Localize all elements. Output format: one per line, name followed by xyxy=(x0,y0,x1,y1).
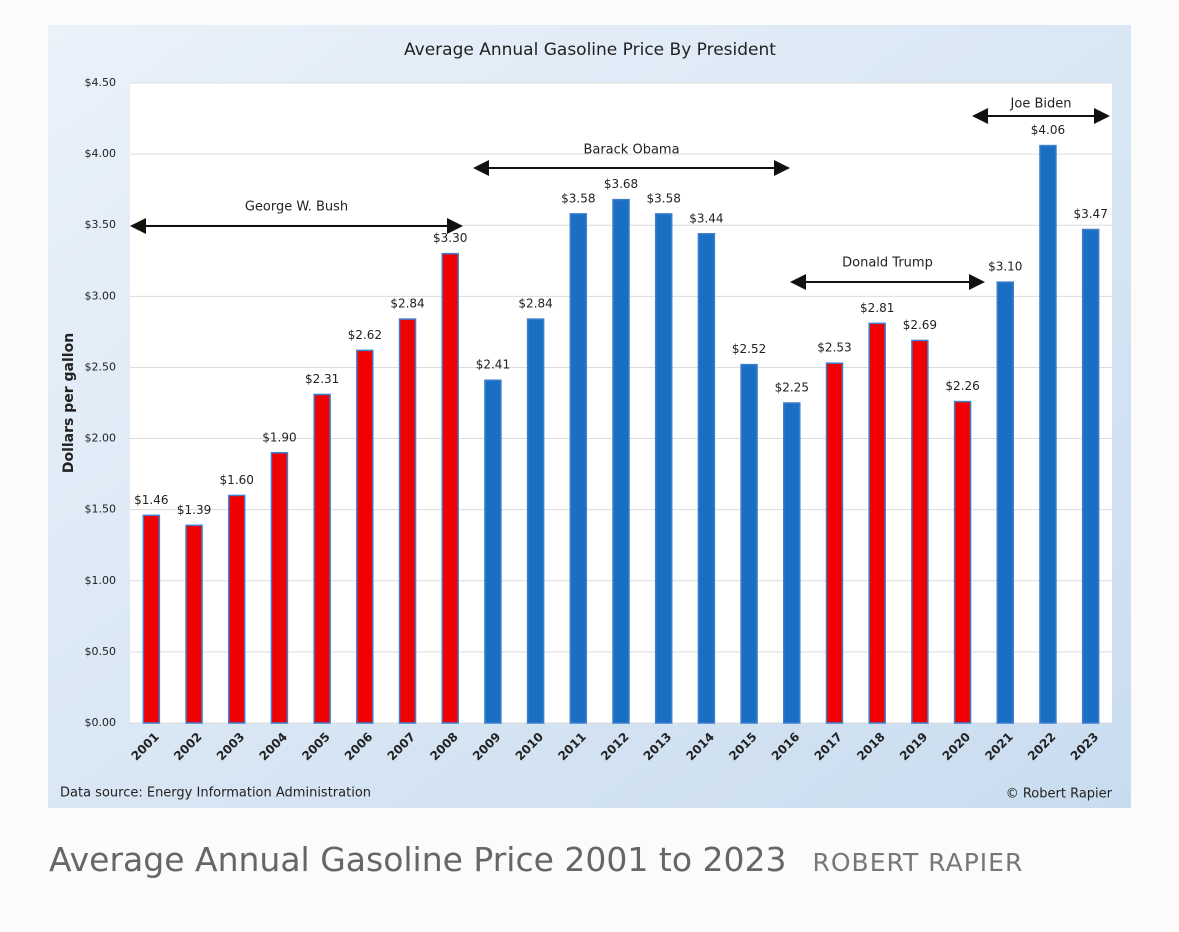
bar xyxy=(569,213,588,724)
value-label: $2.31 xyxy=(305,372,339,386)
bar xyxy=(953,400,972,724)
bar xyxy=(825,362,844,724)
value-label: $2.25 xyxy=(775,381,809,395)
value-label: $2.62 xyxy=(348,328,382,342)
value-label: $1.46 xyxy=(134,493,168,507)
bar xyxy=(783,402,801,724)
y-tick-label: $3.50 xyxy=(85,218,117,231)
value-label: $1.90 xyxy=(262,430,296,444)
bar xyxy=(1039,144,1057,724)
source: Data source: Energy Information Administ… xyxy=(60,786,371,801)
bar xyxy=(227,494,246,724)
bar xyxy=(356,349,374,724)
value-label: $1.60 xyxy=(220,473,254,487)
value-label: $2.84 xyxy=(390,297,424,311)
bar xyxy=(441,252,459,724)
bar xyxy=(526,318,545,724)
value-label: $4.06 xyxy=(1031,123,1065,137)
credit: © Robert Rapier xyxy=(1006,787,1113,802)
bar xyxy=(868,322,886,724)
bar xyxy=(996,281,1015,724)
y-tick-label: $1.00 xyxy=(85,574,117,587)
bar xyxy=(313,393,331,724)
value-label: $3.30 xyxy=(433,231,467,245)
chart: Average Annual Gasoline Price By Preside… xyxy=(48,25,1131,808)
y-tick-label: $0.50 xyxy=(85,645,117,658)
value-label: $3.47 xyxy=(1073,207,1107,221)
annotation: Barack Obama xyxy=(583,143,679,158)
annotation: Joe Biden xyxy=(1010,97,1072,112)
annotation: George W. Bush xyxy=(245,200,348,215)
y-tick-label: $2.50 xyxy=(85,360,117,373)
bar xyxy=(612,198,630,724)
value-label: $3.58 xyxy=(647,191,681,205)
y-tick-label: $4.00 xyxy=(85,147,117,160)
value-label: $3.58 xyxy=(561,191,595,205)
value-label: $2.53 xyxy=(817,341,851,355)
caption: Average Annual Gasoline Price 2001 to 20… xyxy=(49,840,1023,879)
bar xyxy=(185,524,203,724)
y-tick-label: $0.00 xyxy=(85,716,117,729)
value-label: $1.39 xyxy=(177,503,211,517)
bar xyxy=(398,318,417,724)
y-tick-label: $4.50 xyxy=(85,76,117,89)
bar xyxy=(911,339,929,724)
y-tick-label: $2.00 xyxy=(85,432,117,445)
value-label: $2.84 xyxy=(518,297,552,311)
value-label: $3.68 xyxy=(604,177,638,191)
value-label: $2.41 xyxy=(476,358,510,372)
value-label: $3.10 xyxy=(988,260,1022,274)
bar xyxy=(484,379,502,724)
bar xyxy=(270,452,289,724)
caption-text: Average Annual Gasoline Price 2001 to 20… xyxy=(49,840,787,879)
value-label: $2.69 xyxy=(903,318,937,332)
value-label: $2.81 xyxy=(860,301,894,315)
bar xyxy=(142,514,161,724)
y-tick-label: $1.50 xyxy=(85,503,117,516)
bar xyxy=(740,363,758,724)
caption-byline: ROBERT RAPIER xyxy=(812,848,1024,877)
bar xyxy=(654,213,673,724)
value-label: $2.26 xyxy=(945,379,979,393)
bar xyxy=(1081,228,1100,724)
annotation: Donald Trump xyxy=(842,256,933,271)
y-tick-label: $3.00 xyxy=(85,289,117,302)
chart-title: Average Annual Gasoline Price By Preside… xyxy=(404,40,776,60)
bar xyxy=(697,233,716,724)
y-axis-label: Dollars per gallon xyxy=(61,333,77,473)
value-label: $3.44 xyxy=(689,211,723,225)
value-label: $2.52 xyxy=(732,342,766,356)
